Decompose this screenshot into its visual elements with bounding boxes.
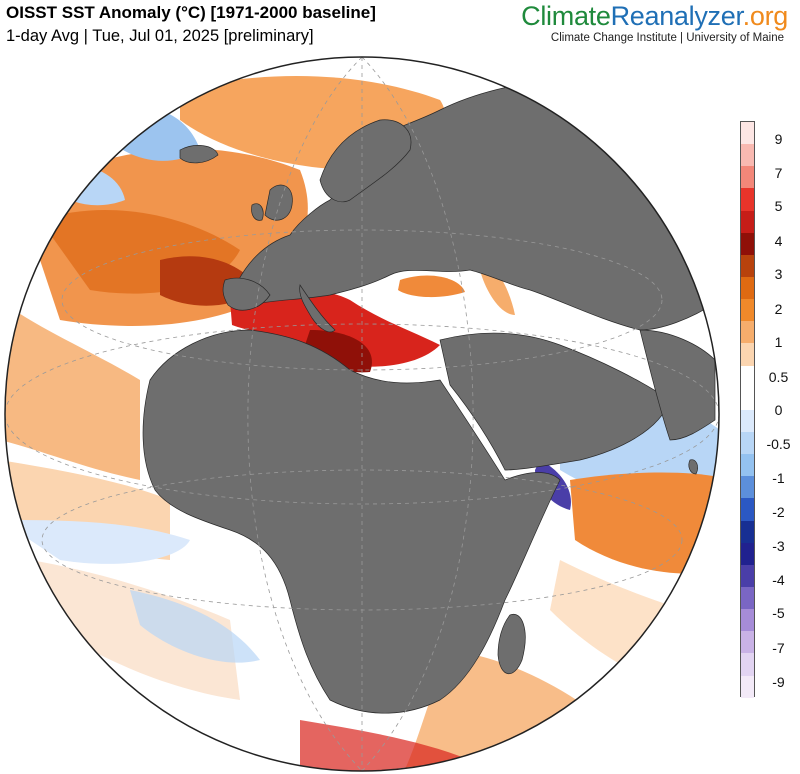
colorbar-tick-label: 9 bbox=[774, 131, 783, 147]
colorbar-segment bbox=[741, 166, 754, 189]
colorbar-tick-label: 4 bbox=[774, 233, 783, 249]
colorbar-segment bbox=[741, 276, 754, 300]
colorbar-tick-label: 3 bbox=[774, 266, 783, 282]
colorbar-tick-label: 0.5 bbox=[768, 369, 789, 385]
brand-logo[interactable]: ClimateReanalyzer.org bbox=[521, 1, 788, 32]
colorbar-tick-label: -5 bbox=[772, 605, 785, 621]
colorbar-tick-label: 1 bbox=[774, 334, 783, 350]
colorbar-segment bbox=[741, 476, 754, 499]
map-subtitle: 1-day Avg | Tue, Jul 01, 2025 [prelimina… bbox=[6, 27, 314, 45]
colorbar-segment bbox=[741, 609, 754, 632]
colorbar-segment bbox=[741, 144, 754, 167]
colorbar-tick-label: -4 bbox=[772, 572, 785, 588]
colorbar-segment bbox=[741, 564, 754, 587]
colorbar-segment bbox=[741, 299, 754, 322]
colorbar-segment bbox=[741, 542, 754, 565]
colorbar-segment bbox=[741, 520, 754, 543]
mediterranean-hot-region bbox=[230, 288, 440, 367]
colorbar-tick-label: -7 bbox=[772, 640, 785, 656]
colorbar-segment bbox=[741, 631, 754, 654]
colorbar-segment bbox=[741, 321, 754, 344]
institution-credit: Climate Change Institute | University of… bbox=[550, 32, 784, 44]
colorbar-tick-label: 0 bbox=[774, 402, 783, 418]
colorbar-segment bbox=[741, 122, 754, 145]
map-title: OISST SST Anomaly (°C) [1971-2000 baseli… bbox=[6, 3, 376, 22]
colorbar-tick-label: -2 bbox=[772, 504, 785, 520]
colorbar-tick-label: -1 bbox=[772, 470, 785, 486]
colorbar-segment bbox=[741, 188, 754, 211]
colorbar-tick-label: -0.5 bbox=[766, 436, 791, 452]
colorbar-segment bbox=[741, 675, 754, 698]
colorbar-segment bbox=[741, 409, 754, 432]
colorbar-tick-label: 7 bbox=[774, 165, 783, 181]
colorbar-segment bbox=[741, 586, 754, 610]
colorbar-segment bbox=[741, 387, 754, 410]
colorbar-segment bbox=[741, 343, 754, 366]
colorbar bbox=[740, 121, 755, 698]
colorbar-tick-label: -3 bbox=[772, 538, 785, 554]
brand-part-org: .org bbox=[742, 1, 789, 31]
globe-surface bbox=[5, 57, 719, 771]
colorbar-segment bbox=[741, 454, 754, 477]
colorbar-segment bbox=[741, 498, 754, 521]
indian-ocean-warm-region bbox=[570, 472, 719, 574]
colorbar-segment bbox=[741, 431, 754, 455]
colorbar-tick-label: -9 bbox=[772, 674, 785, 690]
colorbar-tick-label: 5 bbox=[774, 198, 783, 214]
brand-part-climate: Climate bbox=[521, 1, 611, 31]
colorbar-tick-labels: 9 7 5 4 3 2 1 0.5 0 -0.5 -1 -2 -3 -4 -5 -7 -9 bbox=[757, 121, 800, 697]
colorbar-segment bbox=[741, 254, 754, 277]
graticule-lines bbox=[5, 57, 719, 771]
globe-outline bbox=[4, 56, 720, 772]
brand-part-reanalyzer: Reanalyzer bbox=[610, 1, 743, 31]
colorbar-segment bbox=[741, 653, 754, 676]
colorbar-segment bbox=[741, 232, 754, 255]
colorbar-segment bbox=[741, 365, 754, 388]
colorbar-segment bbox=[741, 210, 754, 233]
colorbar-tick-label: 2 bbox=[774, 301, 783, 317]
